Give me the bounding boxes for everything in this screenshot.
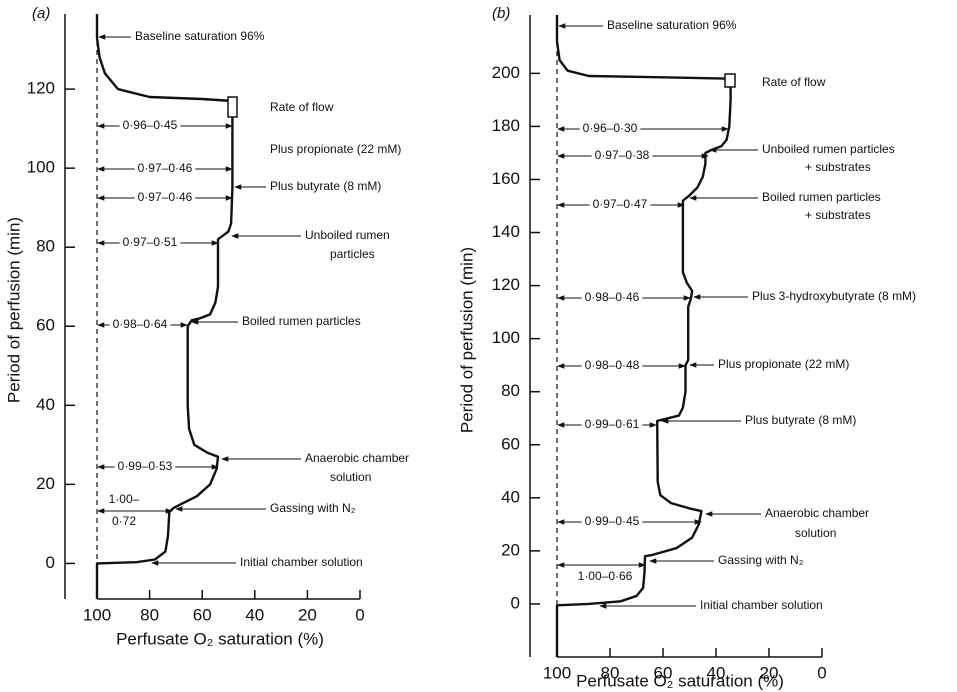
y-tick-label: 20 [501, 540, 520, 559]
annotation: Unboiled rumen particles [762, 142, 895, 156]
y-tick-label: 100 [27, 158, 55, 177]
annotation: Plus propionate (22 mM) [270, 142, 401, 156]
annotation: Plus 3-hydroxybutyrate (8 mM) [752, 289, 916, 303]
range-label-bg [114, 459, 176, 475]
annotation: Anaerobic chamber [765, 506, 869, 520]
range-label-bg [119, 235, 181, 251]
x-tick-label: 100 [543, 663, 571, 682]
y-tick-label: 0 [511, 593, 520, 612]
x-tick-label: 20 [760, 663, 779, 682]
flow-marker [724, 73, 736, 88]
annotation: Initial chamber solution [240, 555, 363, 569]
x-tick-label: 60 [654, 663, 673, 682]
range-label-bg [581, 514, 643, 530]
range-label: 0·72 [112, 514, 136, 528]
trace [555, 15, 732, 657]
x-tick-label: 60 [193, 605, 212, 624]
y-tick-label: 120 [27, 79, 55, 98]
annotation: Boiled rumen particles [762, 190, 881, 204]
y-tick-label: 180 [492, 116, 520, 135]
x-axis-label: Perfusate O₂ saturation (%) [576, 671, 784, 690]
annotation: Rate of flow [270, 100, 334, 114]
annotation: + substrates [805, 208, 871, 222]
y-tick-label: 60 [36, 316, 55, 335]
range-label: 0·99–0·53 [118, 459, 173, 473]
y-axis-label: Period of perfusion (min) [4, 217, 23, 403]
panel-label: (b) [492, 5, 510, 22]
y-tick-label: 200 [492, 63, 520, 82]
panel-label: (a) [32, 5, 50, 22]
annotation: Plus butyrate (8 mM) [270, 179, 381, 193]
annotation: Boiled rumen particles [242, 314, 361, 328]
range-label: 1·00–0·66 [578, 569, 633, 583]
range-label-bg [119, 118, 181, 134]
range-label: 0·98–0·46 [585, 290, 640, 304]
annotation: Baseline saturation 96% [135, 29, 265, 43]
y-tick-label: 160 [492, 169, 520, 188]
range-label-bg [134, 161, 196, 177]
range-label: 0·97–0·47 [593, 197, 648, 211]
annotation: Plus butyrate (8 mM) [745, 413, 856, 427]
flow-marker [227, 96, 238, 118]
annotation: Baseline saturation 96% [607, 18, 737, 32]
range-label: 0·96–0·30 [583, 121, 638, 135]
x-tick-label: 80 [601, 663, 620, 682]
y-tick-label: 80 [501, 381, 520, 400]
x-tick-label: 100 [83, 605, 111, 624]
x-axis-label: Perfusate O₂ saturation (%) [116, 629, 324, 648]
annotation: Rate of flow [762, 75, 826, 89]
y-tick-label: 100 [492, 328, 520, 347]
range-label: 0·97–0·38 [595, 148, 650, 162]
range-label-bg [581, 417, 643, 433]
x-tick-label: 40 [707, 663, 726, 682]
y-tick-label: 140 [492, 222, 520, 241]
range-label: 0·98–0·48 [585, 358, 640, 372]
x-tick-label: 20 [298, 605, 317, 624]
annotation: Initial chamber solution [700, 598, 823, 612]
annotation: Anaerobic chamber [305, 451, 409, 465]
y-tick-label: 0 [46, 553, 55, 572]
range-label: 1·00– [109, 492, 140, 506]
annotation: + substrates [805, 160, 871, 174]
y-tick-label: 40 [36, 395, 55, 414]
trace [95, 14, 234, 599]
range-label-bg [581, 290, 643, 306]
y-tick-label: 120 [492, 275, 520, 294]
range-label: 0·97–0·46 [138, 161, 193, 175]
range-label: 0·98–0·64 [113, 317, 168, 331]
annotation: Plus propionate (22 mM) [718, 357, 849, 371]
x-tick-label: 0 [817, 663, 826, 682]
range-label-bg [591, 148, 653, 164]
y-tick-label: 60 [501, 434, 520, 453]
x-tick-label: 0 [355, 605, 364, 624]
y-axis-label: Period of perfusion (min) [457, 247, 476, 433]
x-tick-label: 80 [140, 605, 159, 624]
annotation: solution [330, 470, 371, 484]
x-tick-label: 40 [245, 605, 264, 624]
range-label: 0·97–0·51 [123, 235, 178, 249]
annotation: particles [330, 247, 375, 261]
annotation: solution [795, 526, 836, 540]
annotation: Unboiled rumen [305, 228, 390, 242]
y-tick-label: 40 [501, 487, 520, 506]
y-tick-label: 20 [36, 474, 55, 493]
range-label: 0·99–0·45 [585, 514, 640, 528]
y-tick-label: 80 [36, 237, 55, 256]
range-label: 0·99–0·61 [585, 417, 640, 431]
range-label: 0·97–0·46 [138, 190, 193, 204]
range-label: 0·96–0·45 [123, 118, 178, 132]
annotation: Gassing with N₂ [270, 501, 356, 515]
range-label-bg [134, 190, 196, 206]
range-label-bg [579, 121, 641, 137]
range-label-bg [581, 358, 643, 374]
range-label-bg [109, 317, 171, 333]
annotation: Gassing with N₂ [718, 553, 804, 567]
range-label-bg [589, 197, 651, 213]
